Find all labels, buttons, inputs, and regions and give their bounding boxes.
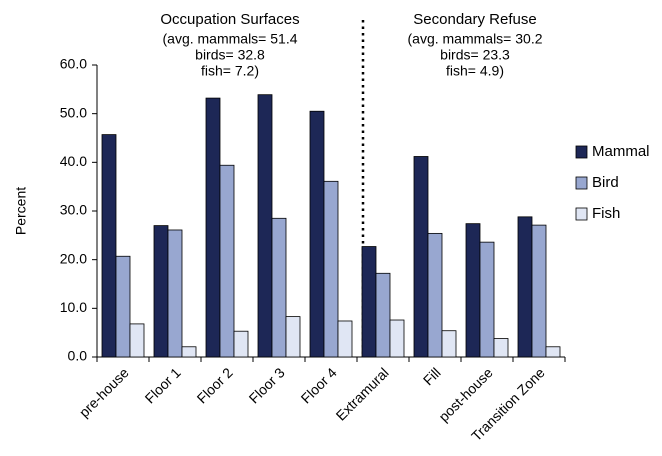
bar <box>389 319 405 358</box>
y-tick-label: 60.0 <box>60 56 87 72</box>
bar <box>129 323 145 358</box>
bar <box>479 241 495 358</box>
x-tick-label: Extramural <box>333 364 392 423</box>
annotation-line: fish= 7.2) <box>201 63 259 79</box>
y-tick-label: 0.0 <box>68 348 88 364</box>
annotation-line: (avg. mammals= 30.2 <box>408 31 543 47</box>
legend-label: Bird <box>592 174 619 191</box>
y-tick-label: 50.0 <box>60 104 87 120</box>
annotation-line: birds= 32.8 <box>195 47 265 63</box>
bar <box>375 272 391 358</box>
bar <box>115 255 131 358</box>
bar <box>101 134 117 358</box>
bar <box>323 180 339 358</box>
bar <box>271 217 287 358</box>
bar <box>441 330 457 358</box>
bar <box>219 164 235 358</box>
annotation-line: fish= 4.9) <box>446 63 504 79</box>
x-tick-label: pre-house <box>76 364 132 420</box>
bar <box>181 346 197 358</box>
bar <box>257 94 273 358</box>
bar <box>465 223 481 358</box>
x-tick-label: Floor 2 <box>194 364 236 406</box>
annotation-line: birds= 23.3 <box>440 47 510 63</box>
y-tick-label: 20.0 <box>60 250 87 266</box>
x-tick-label: Fill <box>420 364 444 388</box>
bar <box>361 246 377 358</box>
annotation-title: Occupation Surfaces <box>160 11 299 28</box>
bar <box>309 110 325 358</box>
bar <box>427 232 443 358</box>
x-tick-label: Floor 1 <box>142 364 184 406</box>
bar <box>205 97 221 358</box>
bar <box>153 225 169 358</box>
bar <box>545 346 561 358</box>
bar <box>493 338 509 358</box>
y-tick-label: 10.0 <box>60 299 87 315</box>
legend-swatch <box>575 176 588 190</box>
bar <box>531 224 547 358</box>
bar <box>517 216 533 358</box>
legend-swatch <box>575 207 588 221</box>
bar <box>233 330 249 358</box>
legend-swatch <box>575 145 588 159</box>
legend-label: Mammal <box>592 143 650 160</box>
x-tick-label: Floor 4 <box>298 364 340 406</box>
bar <box>413 156 429 358</box>
bar <box>285 316 301 358</box>
x-tick-label: Floor 3 <box>246 364 288 406</box>
y-tick-label: 30.0 <box>60 202 87 218</box>
legend-label: Fish <box>592 205 620 222</box>
bar <box>167 229 183 358</box>
annotation-line: (avg. mammals= 51.4 <box>163 31 298 47</box>
bar <box>337 320 353 358</box>
annotation-title: Secondary Refuse <box>413 11 536 28</box>
y-tick-label: 40.0 <box>60 153 87 169</box>
y-axis-label: Percent <box>13 187 29 235</box>
